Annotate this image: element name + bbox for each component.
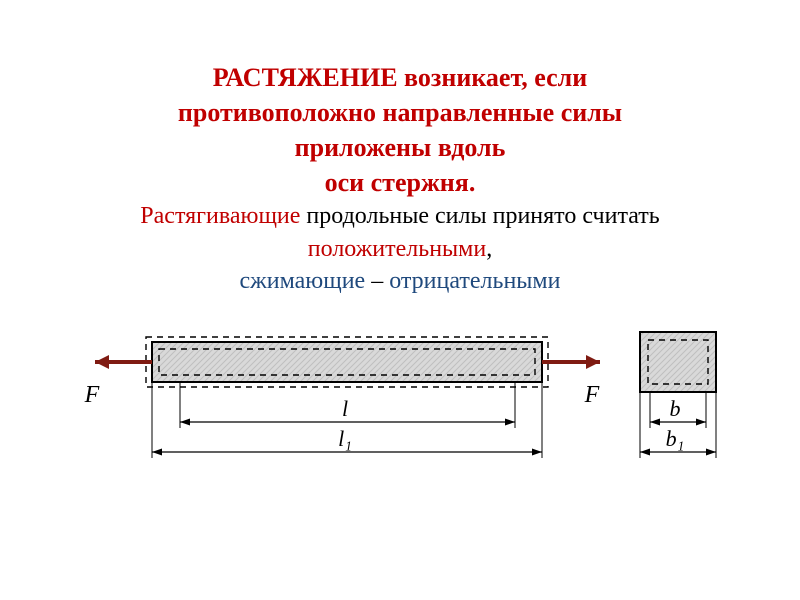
page: РАСТЯЖЕНИЕ возникает, если противоположн…	[0, 0, 800, 600]
svg-text:l: l	[342, 396, 348, 421]
subtitle-part-e: сжимающие	[240, 268, 366, 294]
subtitle-block: Растягивающие продольные силы принято сч…	[0, 200, 800, 297]
subtitle-line-1: Растягивающие продольные силы принято сч…	[0, 200, 800, 232]
subtitle-part-b: продольные силы принято считать	[300, 203, 659, 229]
tension-diagram: F Fl l₁ b b₁	[60, 322, 740, 522]
svg-text:b₁: b₁	[666, 426, 685, 451]
subtitle-part-g: отрицательными	[389, 268, 560, 294]
subtitle-part-f: –	[365, 268, 389, 294]
title-line-1: РАСТЯЖЕНИЕ возникает, если	[0, 60, 800, 95]
subtitle-line-3: сжимающие – отрицательными	[0, 265, 800, 297]
title-line-3: приложены вдоль	[0, 130, 800, 165]
subtitle-line-2: положительными,	[0, 233, 800, 265]
title-line-2: противоположно направленные силы	[0, 95, 800, 130]
svg-text:b: b	[670, 396, 681, 421]
title-line-4: оси стержня.	[0, 165, 800, 200]
subtitle-part-a: Растягивающие	[140, 203, 300, 229]
subtitle-part-d: ,	[486, 236, 492, 262]
title-block: РАСТЯЖЕНИЕ возникает, если противоположн…	[0, 60, 800, 200]
svg-text:l₁: l₁	[338, 426, 352, 451]
svg-text:F: F	[84, 382, 100, 408]
diagram-svg: F Fl l₁ b b₁	[60, 322, 740, 522]
subtitle-part-c: положительными	[308, 236, 486, 262]
svg-text:F: F	[584, 382, 600, 408]
